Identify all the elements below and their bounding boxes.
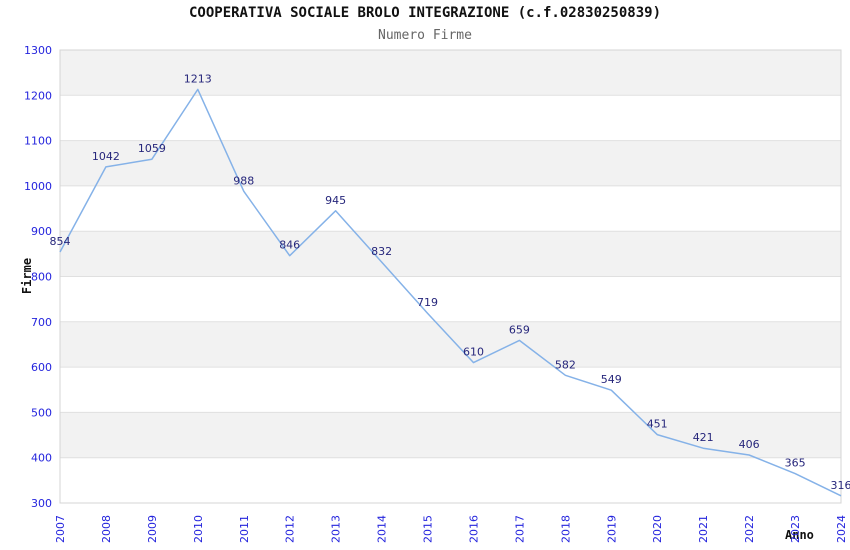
y-tick-label: 600 bbox=[31, 361, 52, 374]
y-tick-label: 1200 bbox=[24, 89, 52, 102]
y-tick-label: 1000 bbox=[24, 180, 52, 193]
data-point-label: 365 bbox=[785, 457, 806, 470]
data-point-label: 988 bbox=[233, 174, 254, 187]
chart-title: COOPERATIVA SOCIALE BROLO INTEGRAZIONE (… bbox=[188, 5, 661, 21]
y-tick-label: 900 bbox=[31, 225, 52, 238]
x-tick-label: 2024 bbox=[835, 515, 848, 543]
data-point-label: 846 bbox=[279, 239, 300, 252]
x-tick-label: 2009 bbox=[146, 515, 159, 543]
x-tick-label: 2021 bbox=[697, 515, 710, 543]
data-point-label: 854 bbox=[50, 235, 71, 248]
x-tick-label: 2018 bbox=[559, 515, 572, 543]
y-tick-label: 1300 bbox=[24, 44, 52, 57]
plot-band bbox=[60, 231, 841, 277]
x-tick-label: 2011 bbox=[238, 515, 251, 543]
plot-band bbox=[60, 321, 841, 368]
y-tick-label: 1100 bbox=[24, 135, 52, 148]
data-point-label: 421 bbox=[693, 431, 714, 444]
data-point-label: 549 bbox=[601, 373, 622, 386]
x-tick-label: 2022 bbox=[743, 515, 756, 543]
plot-band bbox=[60, 50, 841, 96]
y-tick-label: 500 bbox=[31, 406, 52, 419]
data-point-label: 719 bbox=[417, 296, 438, 309]
x-tick-label: 2015 bbox=[422, 515, 435, 543]
x-tick-label: 2020 bbox=[651, 515, 664, 543]
y-tick-label: 800 bbox=[31, 271, 52, 284]
data-point-label: 406 bbox=[739, 438, 760, 451]
data-point-label: 945 bbox=[325, 194, 346, 207]
x-tick-label: 2013 bbox=[330, 515, 343, 543]
x-tick-label: 2017 bbox=[513, 515, 526, 543]
data-point-label: 1042 bbox=[92, 150, 120, 163]
data-point-label: 659 bbox=[509, 323, 530, 336]
data-point-label: 316 bbox=[831, 479, 850, 492]
data-point-label: 1059 bbox=[138, 142, 166, 155]
data-point-label: 610 bbox=[463, 346, 484, 359]
y-tick-label: 400 bbox=[31, 452, 52, 465]
x-tick-label: 2023 bbox=[789, 515, 802, 543]
chart-line bbox=[59, 88, 842, 497]
y-tick-label: 700 bbox=[31, 316, 52, 329]
x-axis-title: Anno bbox=[785, 528, 814, 542]
x-tick-label: 2007 bbox=[54, 515, 67, 543]
data-point-label: 582 bbox=[555, 358, 576, 371]
x-tick-label: 2016 bbox=[468, 515, 481, 543]
plot-band bbox=[60, 412, 841, 458]
data-point-label: 832 bbox=[371, 245, 392, 258]
x-tick-label: 2012 bbox=[284, 515, 297, 543]
x-tick-label: 2008 bbox=[100, 515, 113, 543]
chart-subtitle: Numero Firme bbox=[378, 28, 472, 43]
data-point-label: 451 bbox=[647, 418, 668, 431]
plot-band bbox=[60, 140, 841, 186]
x-tick-label: 2014 bbox=[376, 515, 389, 543]
plot-border bbox=[59, 49, 842, 504]
x-tick-label: 2010 bbox=[192, 515, 205, 543]
data-point-label: 1213 bbox=[184, 72, 212, 85]
y-tick-label: 300 bbox=[31, 497, 52, 510]
x-tick-label: 2019 bbox=[605, 515, 618, 543]
